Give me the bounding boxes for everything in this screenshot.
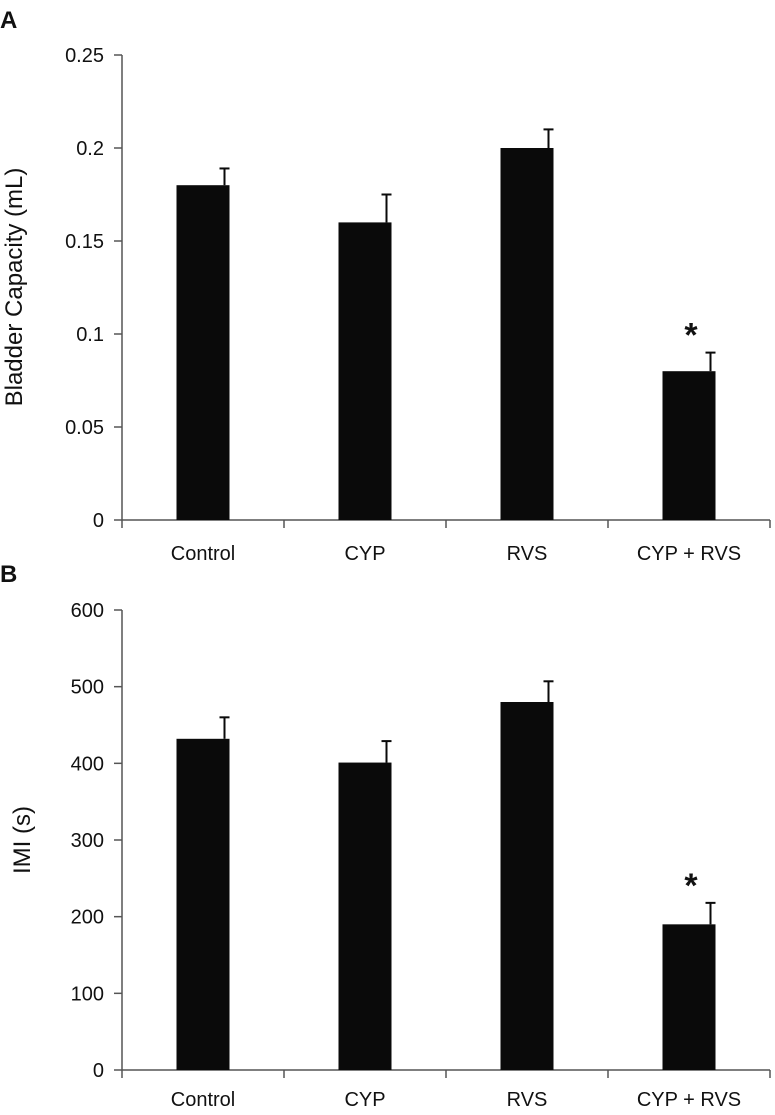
bar-a-control — [176, 185, 230, 520]
panel-label-a: A — [0, 7, 17, 34]
bar-b-cyp-rvs — [662, 924, 716, 1070]
panel-a: A Bladder Capacity (mL) 0 0.05 0.1 0.15 0.2 0.2… — [0, 7, 771, 565]
y-tick-label-b-4: 400 — [71, 753, 104, 775]
x-tick-label-b-rvs: RVS — [507, 1089, 548, 1111]
x-tick-label-a-control: Control — [171, 543, 235, 565]
y-tick-label-a-2: 0.1 — [76, 324, 104, 346]
y-tick-label-b-6: 600 — [71, 600, 104, 622]
y-tick-label-a-1: 0.05 — [65, 417, 104, 439]
bar-a-rvs — [500, 148, 554, 520]
panel-b: B IMI (s) 0 100 200 300 400 500 600 Control CYP RVS… — [0, 561, 771, 1111]
x-tick-label-b-cyp-rvs: CYP + RVS — [637, 1089, 741, 1111]
y-tick-label-b-3: 300 — [71, 830, 104, 852]
panel-label-b: B — [0, 561, 17, 588]
bar-b-cyp — [338, 762, 392, 1070]
x-tick-label-a-rvs: RVS — [507, 543, 548, 565]
x-tick-label-a-cyp: CYP — [344, 543, 385, 565]
x-tick-label-b-control: Control — [171, 1089, 235, 1111]
y-tick-label-b-1: 100 — [71, 983, 104, 1005]
x-tick-label-b-cyp: CYP — [344, 1089, 385, 1111]
bar-b-control — [176, 738, 230, 1070]
bar-a-cyp — [338, 222, 392, 520]
y-tick-label-a-0: 0 — [93, 510, 104, 532]
significance-marker-b: * — [684, 867, 698, 905]
y-tick-label-b-5: 500 — [71, 677, 104, 699]
y-axis-title-a: Bladder Capacity (mL) — [1, 168, 28, 407]
y-tick-label-b-0: 0 — [93, 1060, 104, 1082]
bar-a-cyp-rvs — [662, 371, 716, 520]
x-tick-label-a-cyp-rvs: CYP + RVS — [637, 543, 741, 565]
y-tick-label-b-2: 200 — [71, 907, 104, 929]
y-tick-label-a-3: 0.15 — [65, 231, 104, 253]
significance-marker-a: * — [684, 317, 698, 355]
y-tick-label-a-4: 0.2 — [76, 138, 104, 160]
bar-b-rvs — [500, 702, 554, 1070]
y-tick-label-a-5: 0.25 — [65, 45, 104, 67]
y-axis-title-b: IMI (s) — [9, 806, 36, 874]
